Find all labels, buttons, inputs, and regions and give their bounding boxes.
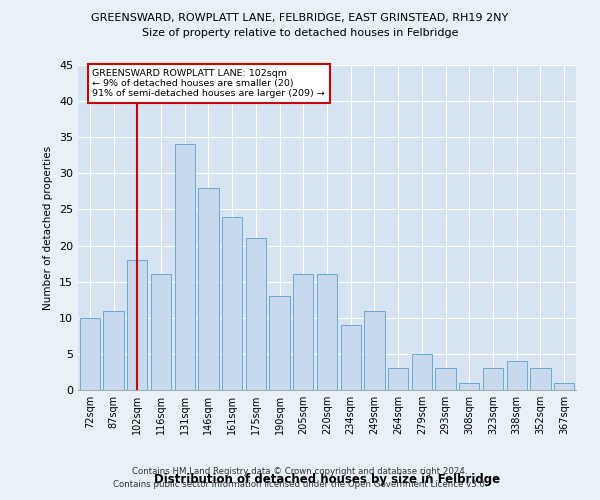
Bar [175, 144, 195, 390]
Y-axis label: Number of detached properties: Number of detached properties [43, 146, 53, 310]
Bar [530, 368, 551, 390]
Text: GREENSWARD, ROWPLATT LANE, FELBRIDGE, EAST GRINSTEAD, RH19 2NY: GREENSWARD, ROWPLATT LANE, FELBRIDGE, EA… [91, 12, 509, 22]
X-axis label: Distribution of detached houses by size in Felbridge: Distribution of detached houses by size … [154, 473, 500, 486]
Bar [317, 274, 337, 390]
Bar [127, 260, 148, 390]
Bar [246, 238, 266, 390]
Bar [103, 310, 124, 390]
Bar [80, 318, 100, 390]
Text: Size of property relative to detached houses in Felbridge: Size of property relative to detached ho… [142, 28, 458, 38]
Bar [293, 274, 313, 390]
Bar [483, 368, 503, 390]
Bar [199, 188, 218, 390]
Bar [269, 296, 290, 390]
Bar [364, 310, 385, 390]
Bar [222, 216, 242, 390]
Bar [459, 383, 479, 390]
Bar [341, 325, 361, 390]
Text: GREENSWARD ROWPLATT LANE: 102sqm
← 9% of detached houses are smaller (20)
91% of: GREENSWARD ROWPLATT LANE: 102sqm ← 9% of… [92, 68, 325, 98]
Text: Contains HM Land Registry data © Crown copyright and database right 2024.
Contai: Contains HM Land Registry data © Crown c… [113, 467, 487, 489]
Bar [436, 368, 455, 390]
Bar [506, 361, 527, 390]
Bar [412, 354, 432, 390]
Bar [554, 383, 574, 390]
Bar [388, 368, 408, 390]
Bar [151, 274, 171, 390]
